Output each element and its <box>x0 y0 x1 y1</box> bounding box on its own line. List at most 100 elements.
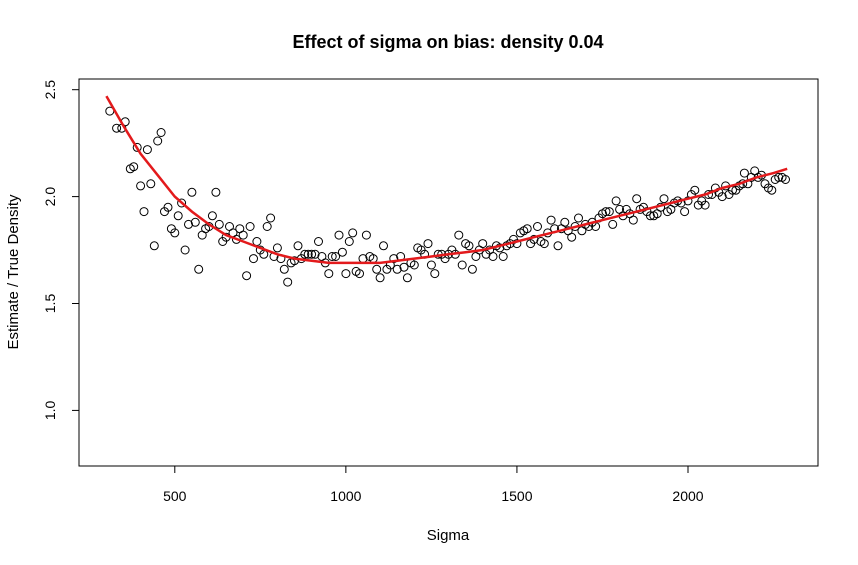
data-point <box>539 239 549 249</box>
data-point <box>187 187 197 197</box>
data-point <box>423 239 433 249</box>
data-points <box>105 106 790 287</box>
y-tick-label: 2.5 <box>42 80 58 100</box>
data-point <box>238 230 248 240</box>
data-point <box>533 222 542 231</box>
data-point <box>184 219 193 229</box>
data-point <box>132 142 142 152</box>
data-point <box>659 194 669 204</box>
plot-area-frame <box>78 78 819 467</box>
data-point <box>680 207 690 217</box>
data-point <box>177 198 187 208</box>
data-point <box>601 207 611 217</box>
data-point <box>409 260 419 270</box>
data-point <box>739 168 749 178</box>
data-point <box>279 264 289 274</box>
data-point <box>781 175 790 184</box>
data-point <box>314 237 323 246</box>
data-point <box>156 128 166 137</box>
data-point <box>464 241 474 251</box>
data-point <box>142 145 152 155</box>
data-point <box>645 211 655 221</box>
data-point <box>207 211 217 221</box>
data-point <box>546 215 556 225</box>
data-point <box>522 224 532 234</box>
data-point <box>324 269 334 279</box>
data-point <box>194 264 204 274</box>
data-point <box>163 202 173 212</box>
data-point <box>567 232 577 242</box>
data-point <box>498 252 508 261</box>
data-point <box>454 230 464 240</box>
data-point <box>283 277 293 287</box>
data-point <box>457 260 467 270</box>
data-point <box>392 264 402 274</box>
chart-title: Effect of sigma on bias: density 0.04 <box>292 32 603 52</box>
x-axis: 500 1000 1500 2000 <box>163 465 704 504</box>
data-point <box>242 271 252 281</box>
data-point <box>690 185 700 195</box>
data-point <box>399 262 409 272</box>
data-point <box>361 230 371 240</box>
data-point <box>139 207 149 217</box>
x-tick-label: 2000 <box>672 488 703 504</box>
data-point <box>375 273 385 283</box>
data-point <box>717 192 727 202</box>
data-point <box>628 215 638 225</box>
data-point <box>173 211 183 221</box>
data-point <box>180 245 190 255</box>
data-point <box>379 241 388 251</box>
data-point <box>245 222 255 231</box>
data-point <box>488 252 498 261</box>
data-point <box>402 273 412 283</box>
data-point <box>129 162 139 172</box>
data-point <box>355 269 364 279</box>
data-point <box>307 249 317 259</box>
data-point <box>300 249 310 259</box>
data-point <box>211 187 221 197</box>
data-point <box>611 196 621 206</box>
data-point <box>774 172 784 182</box>
data-point <box>426 260 436 270</box>
data-point <box>146 179 156 189</box>
fitted-curve <box>105 95 788 265</box>
fitted-curve-layer <box>105 95 788 265</box>
data-point <box>266 213 276 223</box>
data-point <box>430 269 440 279</box>
data-point <box>334 230 344 240</box>
x-tick-label: 500 <box>163 488 187 504</box>
data-point <box>337 247 347 257</box>
x-tick-label: 1000 <box>330 488 361 504</box>
data-point <box>676 198 686 208</box>
data-point <box>467 264 477 274</box>
data-point <box>331 252 341 261</box>
data-point <box>149 241 159 251</box>
data-point <box>310 249 320 259</box>
data-point <box>170 228 180 238</box>
y-tick-label: 1.0 <box>42 400 58 420</box>
y-tick-label: 2.0 <box>42 187 58 207</box>
data-point <box>632 194 642 204</box>
y-tick-label: 1.5 <box>42 294 58 314</box>
x-axis-label: Sigma <box>427 527 470 544</box>
data-point <box>327 252 337 261</box>
data-point <box>303 249 313 259</box>
data-point <box>136 181 146 191</box>
data-point <box>153 136 163 146</box>
data-point <box>348 228 358 238</box>
data-point <box>249 254 258 264</box>
y-axis-label: Estimate / True Density <box>5 194 22 350</box>
x-tick-label: 1500 <box>501 488 532 504</box>
data-point <box>290 256 299 266</box>
data-point <box>574 213 583 223</box>
data-point <box>389 254 399 264</box>
data-point <box>190 217 200 227</box>
data-point <box>214 219 224 229</box>
data-point <box>112 123 122 133</box>
data-point <box>608 219 618 229</box>
y-axis: 1.0 1.5 2.0 2.5 <box>42 80 80 420</box>
data-point <box>560 217 570 227</box>
data-point <box>700 200 710 210</box>
